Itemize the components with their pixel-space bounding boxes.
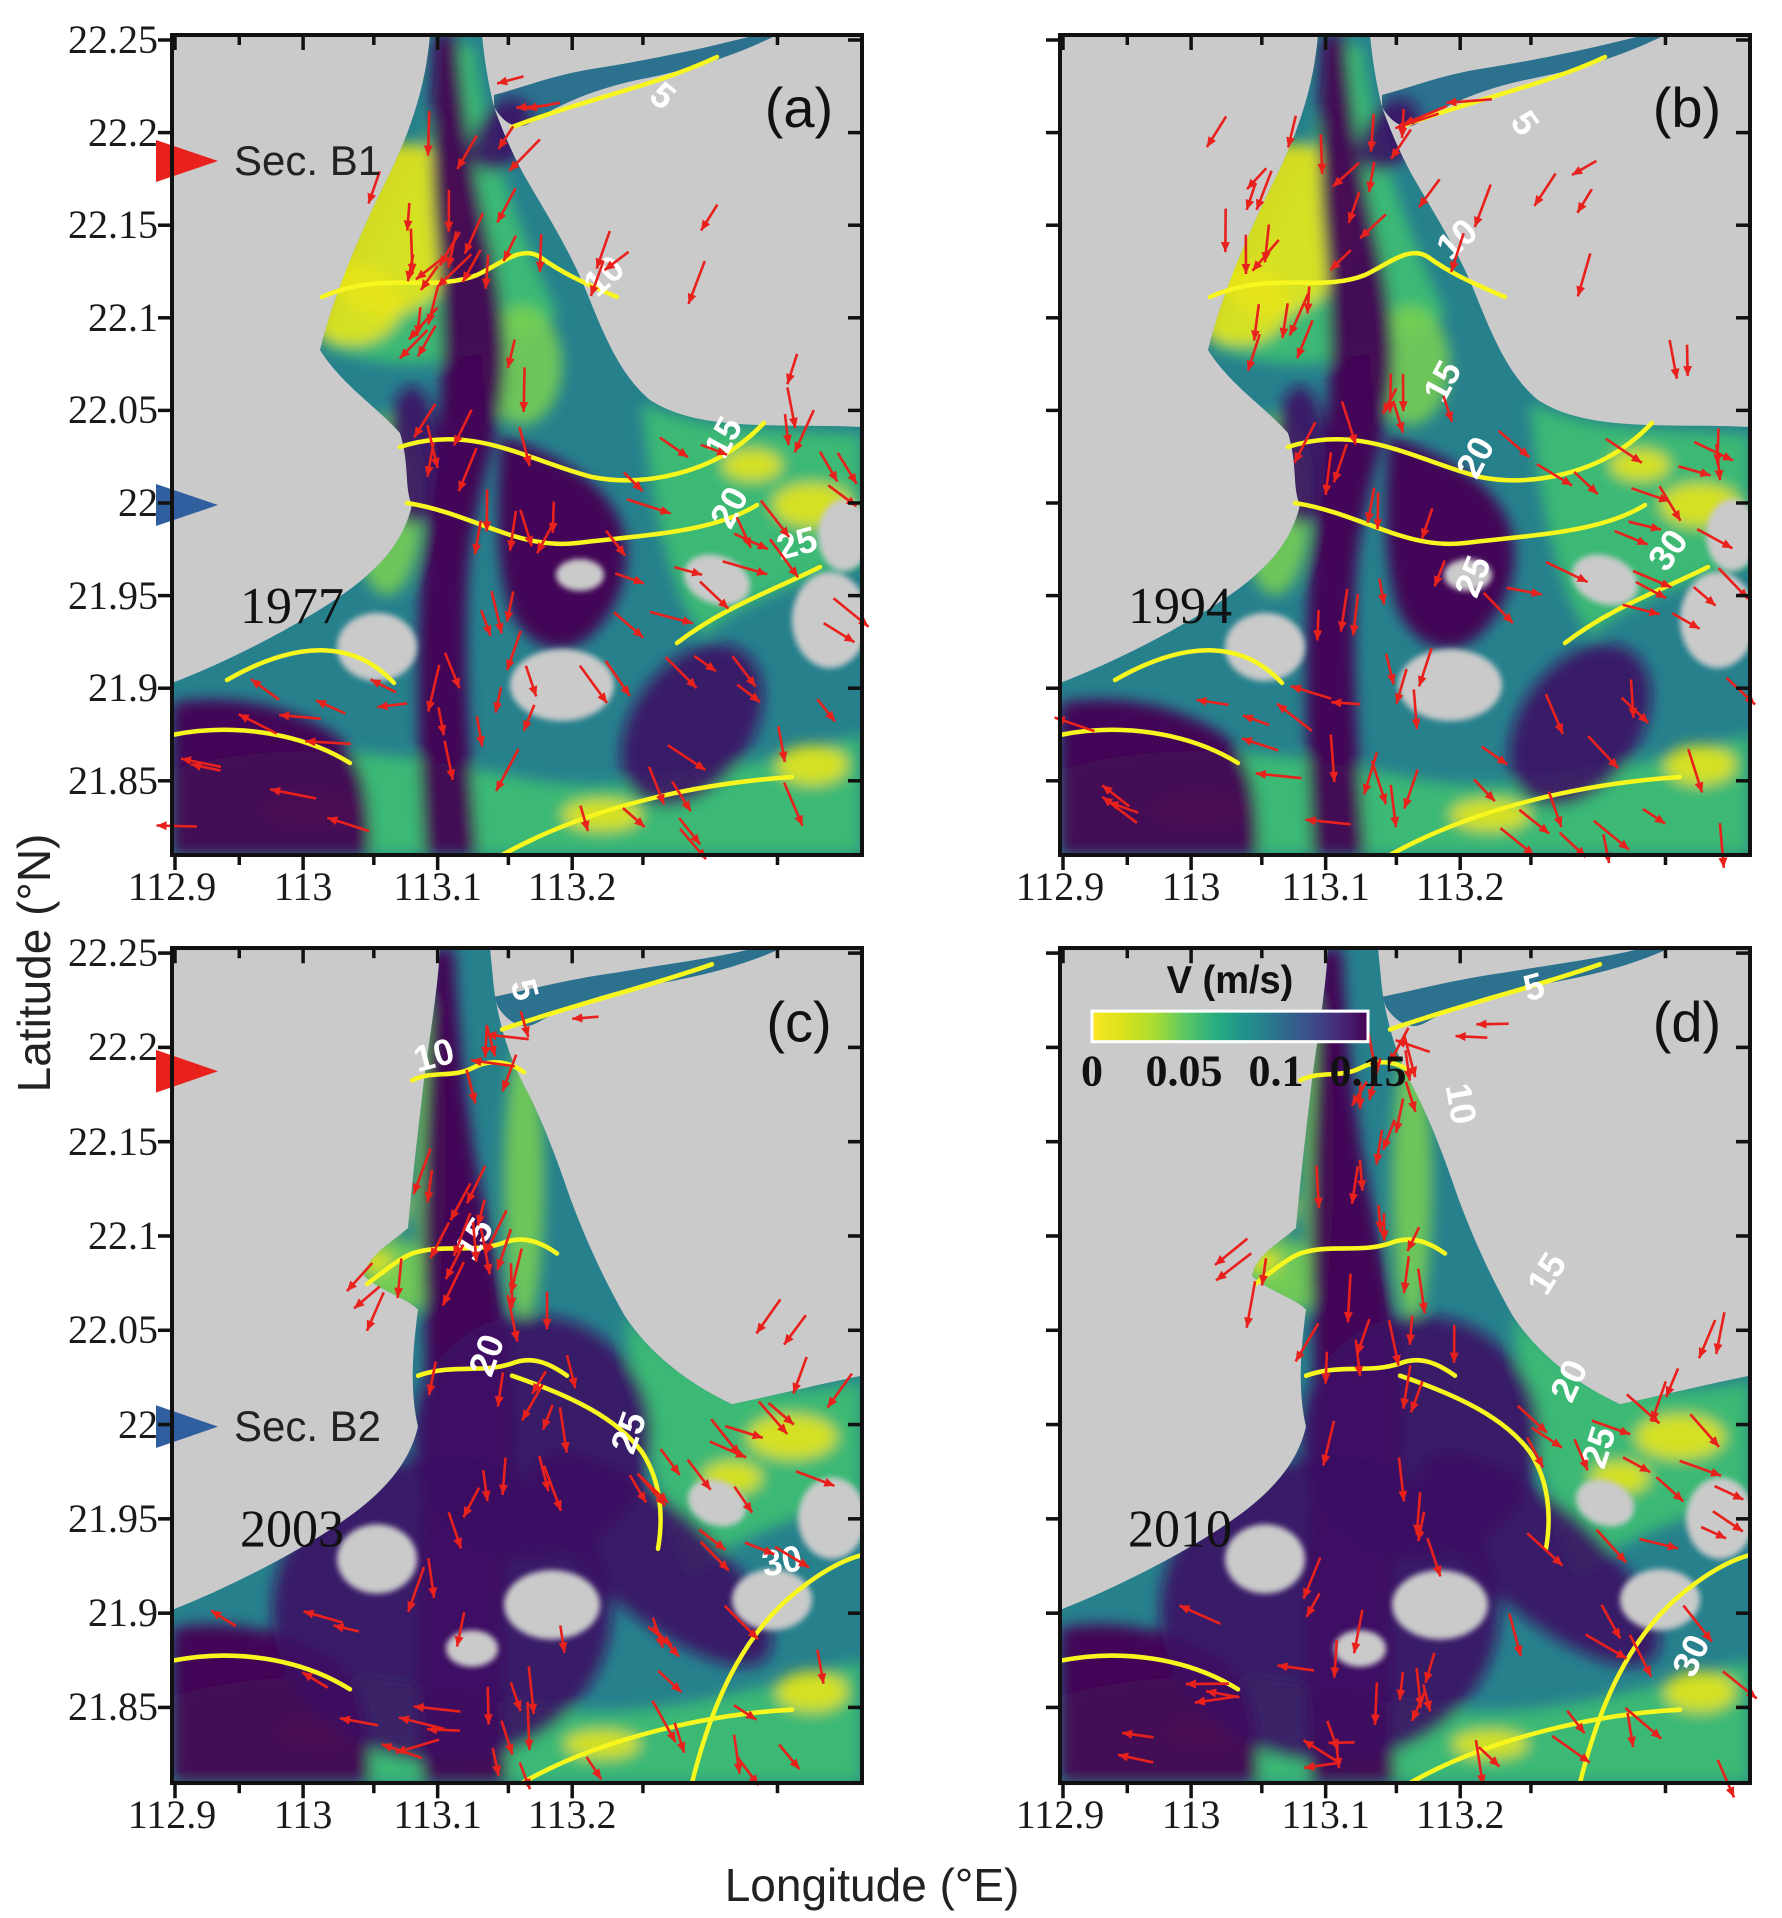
section-marker-label: Sec. B2 [234, 1403, 381, 1450]
x-tick-label: 113.1 [393, 864, 482, 909]
velocity-heatmap [1060, 948, 1750, 1783]
year-label: 2003 [240, 1500, 344, 1559]
x-tick-label: 113.2 [527, 1792, 617, 1837]
current-vector-arrows [1054, 97, 1756, 868]
y-tick-label: 22.25 [68, 930, 158, 976]
x-tick-label: 113.2 [527, 864, 617, 909]
x-tick-label: 113.1 [1281, 864, 1370, 909]
axes-border [158, 945, 864, 1799]
axes-border [158, 33, 864, 870]
panel-b: 5 10 15 20 25 30 1994 (b) [1046, 33, 1756, 870]
y-tick-label: 21.95 [68, 1495, 158, 1541]
colorbar: V (m/s) 0 0.05 0.1 0.15 [1081, 958, 1406, 1095]
y-tick-label: 22 [118, 1401, 158, 1447]
x-tick-label: 113.1 [1281, 1792, 1370, 1837]
panel-c: 5 10 15 20 25 30 2003 (c) Sec. B2 [156, 945, 865, 1799]
x-tick-label: 113 [1161, 1792, 1221, 1837]
y-tick-label: 21.95 [68, 572, 158, 618]
y-tick-label: 22.15 [68, 202, 158, 248]
panel-a: 5 10 15 20 25 1977 (a) Sec. B1 [156, 33, 870, 870]
island-shapes [337, 1477, 862, 1667]
x-tick-label: 112.9 [1015, 864, 1105, 909]
year-label: 1977 [240, 578, 344, 635]
y-tick-label: 22.25 [68, 17, 158, 62]
isobath-contours [169, 962, 865, 1786]
x-tick-label: 113.1 [393, 1792, 482, 1837]
current-vector-arrows [156, 75, 870, 861]
colorbar-tick-label: 0.15 [1330, 1045, 1407, 1095]
velocity-heatmap [1060, 35, 1750, 855]
x-tick-label: 112.9 [127, 1792, 217, 1837]
island-shapes [1225, 499, 1750, 721]
contour-label: 10 [1438, 1080, 1485, 1127]
y-tick-label: 22.2 [88, 109, 158, 155]
panel-letter: (a) [765, 76, 833, 139]
x-tick-label: 113.2 [1415, 1792, 1505, 1837]
panel-letter: (b) [1653, 76, 1721, 139]
y-tick-label: 22.1 [88, 294, 158, 340]
panel-d: 5 10 15 20 25 30 V (m/s) 0 0.05 0.1 0.15 2010 (d) [1046, 945, 1758, 1799]
colorbar-tick-label: 0.1 [1249, 1045, 1304, 1095]
y-tick-label: 22.05 [68, 387, 158, 433]
y-tick-label: 22.1 [88, 1212, 158, 1258]
x-tick-label: 112.9 [1015, 1792, 1105, 1837]
isobath-contours [1057, 962, 1753, 1786]
y-tick-label: 21.9 [88, 1590, 158, 1636]
current-vector-arrows [1117, 1019, 1758, 1798]
y-tick-label: 22 [118, 480, 158, 525]
panel-letter: (c) [766, 990, 831, 1054]
year-label: 2010 [1128, 1500, 1232, 1559]
y-tick-label: 22.05 [68, 1307, 158, 1353]
isobath-contours [169, 54, 823, 858]
y-tick-label: 22.15 [68, 1118, 158, 1164]
current-vector-arrows [210, 1010, 853, 1790]
axes-border [1046, 945, 1752, 1799]
axes-border [1046, 33, 1752, 870]
colorbar-tick-label: 0 [1081, 1045, 1103, 1095]
y-tick-label: 21.9 [88, 665, 158, 711]
x-tick-label: 113.2 [1415, 864, 1505, 909]
colorbar-title: V (m/s) [1167, 958, 1294, 1001]
panel-letter: (d) [1653, 990, 1721, 1054]
year-label: 1994 [1128, 578, 1232, 635]
colorbar-gradient [1090, 1009, 1370, 1044]
island-shapes [1225, 1477, 1750, 1667]
x-tick-label: 112.9 [127, 864, 217, 909]
y-tick-label: 22.2 [88, 1024, 158, 1070]
y-tick-label: 21.85 [68, 1684, 158, 1730]
x-tick-label: 113 [1161, 864, 1221, 909]
x-axis-title: Longitude (°E) [724, 1859, 1020, 1911]
x-tick-label: 113 [273, 1792, 333, 1837]
y-tick-label: 21.85 [68, 757, 158, 803]
section-marker-label: Sec. B1 [234, 137, 381, 184]
colorbar-tick-label: 0.05 [1146, 1045, 1223, 1095]
x-tick-label: 113 [273, 864, 333, 909]
velocity-heatmap [172, 948, 862, 1783]
